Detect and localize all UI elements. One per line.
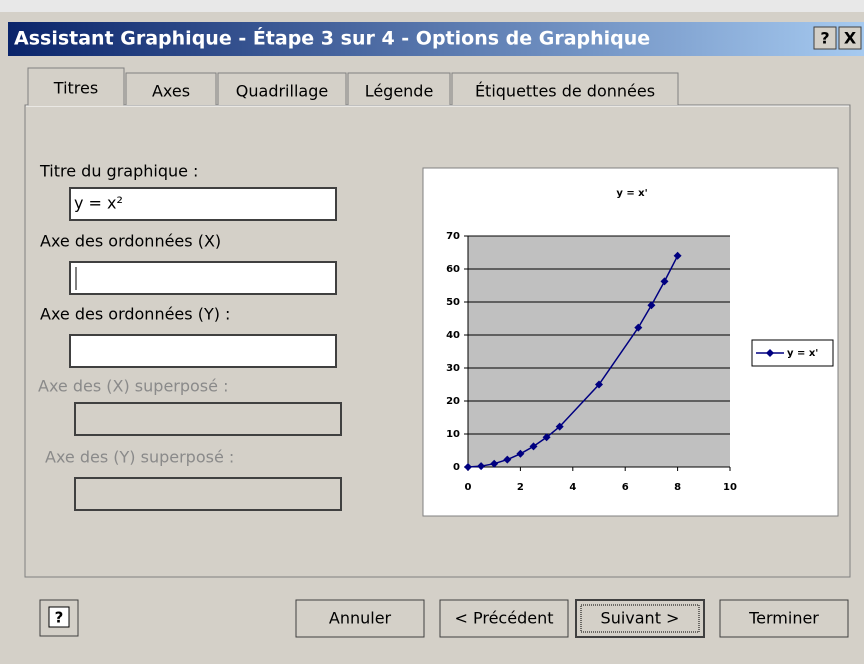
button[interactable]: [719, 599, 849, 638]
x-tick-label: 6: [622, 482, 629, 493]
y-tick-label: 10: [446, 429, 460, 440]
tab[interactable]: [125, 72, 217, 105]
legend-marker: [766, 349, 774, 357]
close-button-label: X: [844, 29, 857, 48]
chart-title: y = x': [616, 188, 647, 199]
data-point: [673, 251, 682, 260]
data-point: [477, 462, 486, 471]
help-icon: ?: [55, 609, 64, 627]
tab-label: Légende: [365, 82, 434, 101]
button-label: < Précédent: [455, 609, 554, 628]
x-tick-label: 2: [517, 482, 524, 493]
input-value: y = x²: [74, 194, 123, 213]
x-tick-label: 4: [569, 482, 576, 493]
button[interactable]: [575, 599, 705, 638]
x-tick-label: 0: [465, 482, 472, 493]
close-button[interactable]: [838, 26, 862, 50]
button-label: Terminer: [748, 609, 819, 628]
y-tick-label: 40: [446, 330, 460, 341]
data-point: [660, 277, 669, 286]
field-label: Titre du graphique :: [39, 162, 198, 181]
data-point: [634, 323, 643, 332]
text-input[interactable]: [69, 334, 337, 368]
y-tick-label: 20: [446, 396, 460, 407]
text-input: [74, 477, 342, 511]
text-input: [74, 402, 342, 436]
y-tick-label: 60: [446, 264, 460, 275]
dialog-title: Assistant Graphique - Étape 3 sur 4 - Op…: [14, 27, 650, 50]
data-point: [542, 433, 551, 442]
button-label: Annuler: [329, 609, 392, 628]
data-point: [516, 449, 525, 458]
y-tick-label: 70: [446, 231, 460, 242]
text-input[interactable]: [69, 261, 337, 295]
y-tick-label: 30: [446, 363, 460, 374]
focus-ring: [580, 604, 700, 633]
data-point: [529, 442, 538, 451]
field-label: Axe des (X) superposé :: [38, 377, 228, 396]
field-label: Axe des ordonnées (Y) :: [40, 305, 230, 324]
tab[interactable]: [27, 67, 125, 105]
data-point: [595, 380, 603, 389]
data-point: [503, 455, 512, 464]
x-tick-label: 10: [723, 482, 737, 493]
tab-label: Titres: [53, 79, 98, 98]
data-point: [555, 422, 564, 431]
data-point: [490, 459, 499, 468]
tab-label: Étiquettes de données: [475, 82, 655, 101]
top-strip: [0, 0, 864, 12]
text-input[interactable]: [69, 187, 337, 221]
help-button-label: ?: [820, 29, 829, 48]
button[interactable]: [439, 599, 569, 638]
tab[interactable]: [217, 72, 347, 105]
help-icon-frame: [48, 606, 70, 628]
title-bar: [8, 22, 864, 56]
data-point: [647, 301, 656, 310]
button-label: Suivant >: [601, 609, 680, 628]
tab[interactable]: [451, 72, 679, 105]
legend-label: y = x': [787, 348, 818, 359]
plot-area: [468, 236, 730, 467]
field-label: Axe des ordonnées (X): [40, 232, 221, 251]
tab-label: Axes: [152, 82, 190, 101]
field-label: Axe des (Y) superposé :: [45, 448, 234, 467]
x-tick-label: 8: [674, 482, 681, 493]
y-tick-label: 50: [446, 297, 460, 308]
button[interactable]: [295, 599, 425, 638]
tab[interactable]: [347, 72, 451, 105]
y-tick-label: 0: [453, 462, 460, 473]
data-point: [464, 463, 472, 471]
help-button[interactable]: [813, 26, 837, 50]
tab-label: Quadrillage: [236, 82, 328, 101]
